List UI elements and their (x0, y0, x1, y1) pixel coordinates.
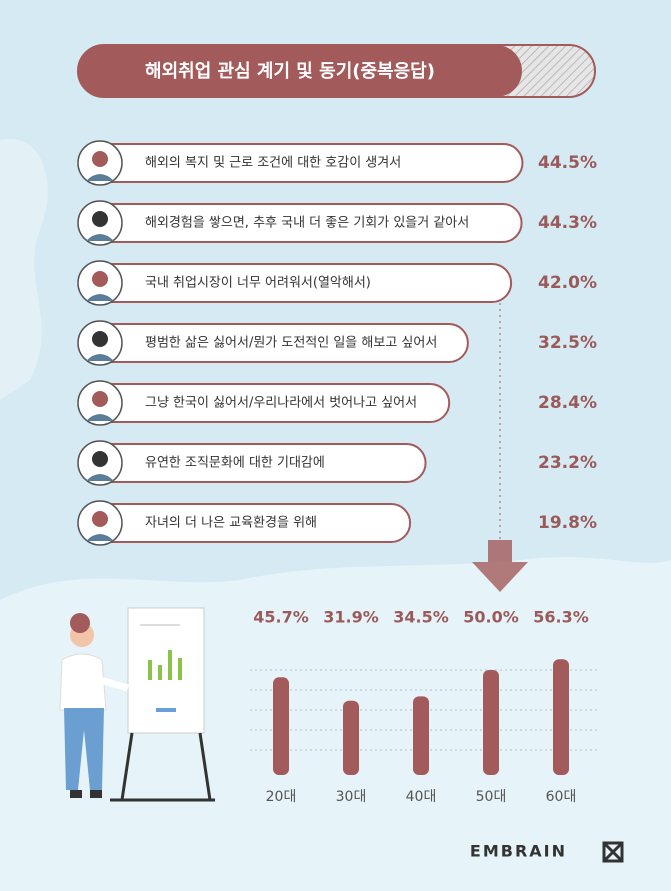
icon-head (92, 211, 108, 227)
bar (343, 700, 359, 775)
category-label: 해외경험을 쌓으면, 추후 국내 더 좋은 기회가 있을거 같아서 (145, 216, 469, 231)
value-label: 34.5% (393, 608, 449, 627)
value-label: 45.7% (253, 608, 309, 627)
icon-body (86, 474, 114, 481)
icon-body (86, 234, 114, 241)
chart-title: 해외취업 관심 계기 및 동기(중복응답) (145, 61, 435, 82)
icon-head (92, 511, 108, 527)
value-label: 42.0% (538, 273, 597, 293)
category-label: 그냥 한국이 싫어서/우리나라에서 벗어나고 싶어서 (145, 396, 417, 411)
value-label: 23.2% (538, 453, 597, 473)
value-label: 28.4% (538, 393, 597, 413)
category-label: 해외의 복지 및 근로 조건에 대한 호감이 생겨서 (145, 156, 401, 171)
x-tick-label: 30대 (336, 789, 367, 805)
category-label: 국내 취업시장이 너무 어려워서(열악해서) (145, 276, 371, 291)
value-label: 50.0% (463, 608, 519, 627)
arrow (472, 540, 528, 592)
brand-logo (602, 841, 624, 863)
icon-head (92, 451, 108, 467)
icon-head (92, 331, 108, 347)
map (0, 138, 48, 401)
icon-body (86, 174, 114, 181)
category-label: 유연한 조직문화에 대한 기대감에 (145, 456, 325, 471)
value-label: 32.5% (538, 333, 597, 353)
bar (413, 696, 429, 775)
icon-body (86, 534, 114, 541)
icon-body (86, 354, 114, 361)
value-label: 44.5% (538, 153, 597, 173)
icon-head (92, 391, 108, 407)
icon-head (92, 271, 108, 287)
value-label: 44.3% (538, 213, 597, 233)
title-pill (78, 45, 522, 97)
bar (273, 677, 289, 775)
bar (483, 670, 499, 775)
category-label: 평범한 삶은 싫어서/뭔가 도전적인 일을 해보고 싶어서 (145, 336, 437, 351)
brand: EMBRAIN (470, 842, 567, 861)
value-label: 19.8% (538, 513, 597, 533)
value-label: 31.9% (323, 608, 379, 627)
x-tick-label: 20대 (266, 789, 297, 805)
icon-body (86, 294, 114, 301)
value-label: 56.3% (533, 608, 589, 627)
x-tick-label: 60대 (546, 789, 577, 805)
x-tick-label: 50대 (476, 789, 507, 805)
icon-head (92, 151, 108, 167)
presenter-illustration (59, 607, 215, 802)
bar (553, 659, 569, 775)
icon-body (86, 414, 114, 421)
x-tick-label: 40대 (406, 789, 437, 805)
category-label: 자녀의 더 나은 교육환경을 위해 (145, 516, 317, 531)
